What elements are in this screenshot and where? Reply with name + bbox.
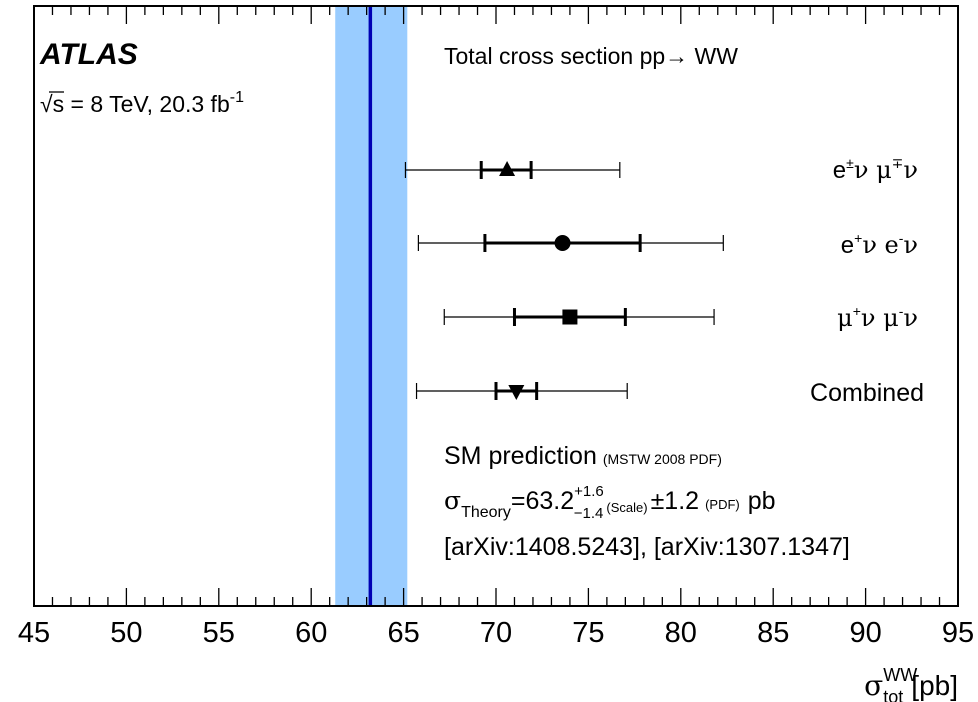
theory-unit: pb bbox=[748, 487, 776, 515]
x-axis-sup: WW bbox=[883, 665, 917, 685]
scale-down: −1.4 bbox=[574, 505, 604, 522]
pdf-tag: (PDF) bbox=[705, 497, 740, 512]
theory-label: SM prediction (MSTW 2008 PDF) bbox=[444, 442, 722, 470]
series-label-mumu: μ+ν μ-ν bbox=[837, 303, 918, 332]
x-tick-label: 65 bbox=[387, 617, 419, 649]
theory-references: [arXiv:1408.5243], [arXiv:1307.1347] bbox=[444, 533, 850, 561]
x-tick-label: 95 bbox=[942, 617, 974, 649]
measurement-1 bbox=[417, 234, 724, 252]
theory-formula: σTheory=63.2+1.6 −1.4 (Scale) ±1.2 (PDF) pb bbox=[444, 483, 776, 522]
x-axis-label: σWW tot [pb] bbox=[864, 665, 958, 702]
energy-label: √s = 8 TeV, 20.3 fb-1 bbox=[40, 89, 244, 117]
theory-label-pdf: (MSTW 2008 PDF) bbox=[603, 451, 722, 467]
series-label-emu: e±ν μ∓ν bbox=[833, 155, 918, 184]
data-point bbox=[562, 309, 578, 325]
x-tick-label: 50 bbox=[110, 617, 142, 649]
pdf-uncertainty: ±1.2 bbox=[651, 487, 699, 515]
x-tick-label: 60 bbox=[295, 617, 327, 649]
sigma-symbol: σ bbox=[444, 486, 461, 515]
x-tick-label: 45 bbox=[18, 617, 50, 649]
x-tick-label: 55 bbox=[203, 617, 235, 649]
experiment-label: ATLAS bbox=[39, 38, 138, 71]
energy-label-main: √s = 8 TeV, 20.3 fb bbox=[40, 91, 230, 117]
series-label-combined: Combined bbox=[810, 379, 924, 407]
x-tick-label: 80 bbox=[665, 617, 697, 649]
measurement-2 bbox=[443, 308, 715, 326]
scale-tag: (Scale) bbox=[606, 500, 647, 515]
measurement-3 bbox=[415, 382, 628, 400]
data-point bbox=[554, 235, 571, 251]
scale-up: +1.6 bbox=[574, 483, 604, 500]
measurement-0 bbox=[404, 161, 621, 179]
data-point bbox=[508, 385, 525, 400]
row-labels: e±ν μ∓ν e+ν e-ν μ+ν μ-ν Combined bbox=[810, 155, 924, 407]
series-label-ee: e+ν e-ν bbox=[841, 230, 918, 259]
theory-label-title: SM prediction bbox=[444, 442, 597, 470]
theory-value: =63.2 bbox=[511, 487, 574, 515]
x-tick-label: 85 bbox=[757, 617, 789, 649]
x-axis-sigma: σ bbox=[864, 669, 883, 702]
x-axis-sub: tot bbox=[883, 687, 903, 702]
x-tick-label: 90 bbox=[849, 617, 881, 649]
x-tick-label: 70 bbox=[480, 617, 512, 649]
x-tick-label: 75 bbox=[572, 617, 604, 649]
sigma-subscript: Theory bbox=[461, 504, 511, 521]
x-axis-unit: [pb] bbox=[911, 670, 958, 701]
chart-title: Total cross section pp→ WW bbox=[444, 43, 738, 69]
energy-label-sup: -1 bbox=[230, 89, 244, 106]
data-point bbox=[499, 161, 516, 176]
